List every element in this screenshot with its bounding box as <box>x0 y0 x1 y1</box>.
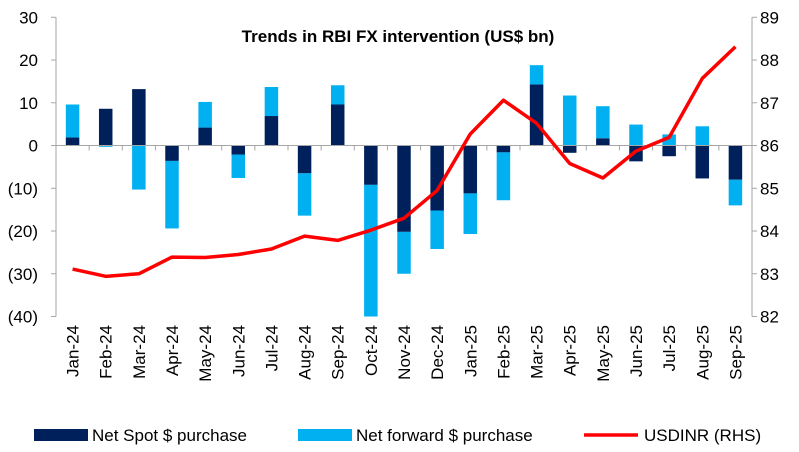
bar-spot-May-24 <box>198 127 212 146</box>
bar-forward-Aug-24 <box>297 173 312 216</box>
x-tick-label: Jun-24 <box>229 325 248 377</box>
bar-forward-Oct-24 <box>364 184 378 317</box>
bar-spot-May-25 <box>596 138 610 146</box>
right-tick-label: 89 <box>760 8 779 27</box>
x-tick-label: Sep-25 <box>726 325 745 380</box>
x-tick-label: May-24 <box>196 325 215 382</box>
right-tick-label: 84 <box>760 222 779 241</box>
bar-spot-Feb-25 <box>496 145 511 153</box>
x-tick-label: Jul-24 <box>262 325 281 371</box>
x-tick-label: Feb-24 <box>97 325 116 379</box>
legend-swatch-spot <box>34 429 88 441</box>
x-tick-label: Jun-25 <box>627 325 646 377</box>
left-tick-label: 20 <box>19 51 38 70</box>
x-tick-label: Aug-25 <box>693 325 712 380</box>
bar-forward-Apr-25 <box>562 95 577 146</box>
bar-spot-Jul-25 <box>662 145 676 157</box>
x-tick-label: Jan-24 <box>64 325 83 377</box>
legend-swatch-forward <box>298 429 352 441</box>
axes-layer: 30 20 10 0 (10) (20) (30) (40) 89 88 87 86 85 84 83 82 J… <box>8 8 779 381</box>
bar-spot-Jun-24 <box>231 145 246 155</box>
bar-forward-Jun-25 <box>629 124 643 146</box>
x-tick-label: Apr-25 <box>561 325 580 376</box>
bar-spot-Dec-24 <box>430 145 444 211</box>
legend: Net Spot $ purchase Net forward $ purcha… <box>34 426 761 445</box>
x-tick-label: Feb-25 <box>494 325 513 379</box>
right-tick-label: 85 <box>760 179 779 198</box>
x-tick-label: Apr-24 <box>163 325 182 376</box>
right-tick-label: 83 <box>760 265 779 284</box>
line-layer <box>72 45 737 279</box>
chart-title: Trends in RBI FX intervention (US$ bn) <box>242 27 555 46</box>
left-tick-label: 30 <box>19 8 38 27</box>
x-tick-label: Dec-24 <box>428 325 447 380</box>
bar-forward-Sep-25 <box>728 179 743 206</box>
bar-spot-Aug-25 <box>695 145 710 179</box>
bar-spot-Aug-24 <box>297 145 312 174</box>
right-tick-label: 88 <box>760 51 779 70</box>
x-tick-label: Sep-24 <box>329 325 348 380</box>
bar-spot-Apr-24 <box>165 145 179 161</box>
legend-label-forward: Net forward $ purchase <box>356 426 533 445</box>
bar-forward-Jan-24 <box>65 104 80 138</box>
bar-forward-Aug-25 <box>695 126 710 146</box>
right-tick-label: 82 <box>760 308 779 327</box>
bar-spot-Sep-25 <box>728 145 743 180</box>
bar-forward-Mar-24 <box>132 145 146 190</box>
bar-forward-Feb-25 <box>496 152 511 201</box>
bar-spot-Oct-24 <box>364 145 378 185</box>
x-tick-label: May-25 <box>594 325 613 382</box>
x-tick-label: Nov-24 <box>395 325 414 380</box>
x-tick-label: Oct-24 <box>362 325 381 376</box>
bar-spot-Nov-24 <box>397 145 411 232</box>
x-tick-label: Mar-25 <box>528 325 547 379</box>
left-tick-label: (40) <box>8 308 38 327</box>
left-tick-label: (30) <box>8 265 38 284</box>
bar-spot-Sep-24 <box>330 104 345 146</box>
bar-spot-Jan-24 <box>65 137 80 146</box>
x-tick-label: Jul-25 <box>660 325 679 371</box>
bar-forward-Apr-24 <box>165 160 179 229</box>
bar-forward-Feb-24 <box>98 145 113 147</box>
left-tick-label: 10 <box>19 94 38 113</box>
bar-spot-Mar-25 <box>529 84 544 146</box>
bar-forward-Sep-24 <box>330 85 345 105</box>
x-tick-label: Jan-25 <box>461 325 480 377</box>
legend-label-usdinr: USDINR (RHS) <box>644 426 761 445</box>
left-tick-label: (10) <box>8 179 38 198</box>
bars-layer <box>65 65 743 317</box>
bar-forward-Mar-25 <box>529 65 544 85</box>
bar-forward-May-25 <box>596 106 610 139</box>
bar-forward-Dec-24 <box>430 210 444 249</box>
bar-spot-Jul-24 <box>264 116 279 146</box>
right-tick-label: 87 <box>760 94 779 113</box>
x-tick-label: Aug-24 <box>296 325 315 380</box>
bar-forward-Jul-24 <box>264 86 279 117</box>
legend-label-spot: Net Spot $ purchase <box>92 426 247 445</box>
bar-spot-Jan-25 <box>463 145 478 194</box>
left-tick-label: 0 <box>29 137 38 156</box>
bar-spot-Mar-24 <box>132 89 146 146</box>
bar-spot-Feb-24 <box>98 108 113 146</box>
bar-forward-May-24 <box>198 101 212 128</box>
left-tick-label: (20) <box>8 222 38 241</box>
right-tick-label: 86 <box>760 137 779 156</box>
bar-forward-Nov-24 <box>397 231 411 274</box>
bar-forward-Jul-25 <box>662 134 676 146</box>
bar-forward-Jan-25 <box>463 193 478 235</box>
bar-forward-Jun-24 <box>231 154 246 179</box>
bar-spot-Apr-25 <box>562 145 577 153</box>
x-tick-label: Mar-24 <box>130 325 149 379</box>
